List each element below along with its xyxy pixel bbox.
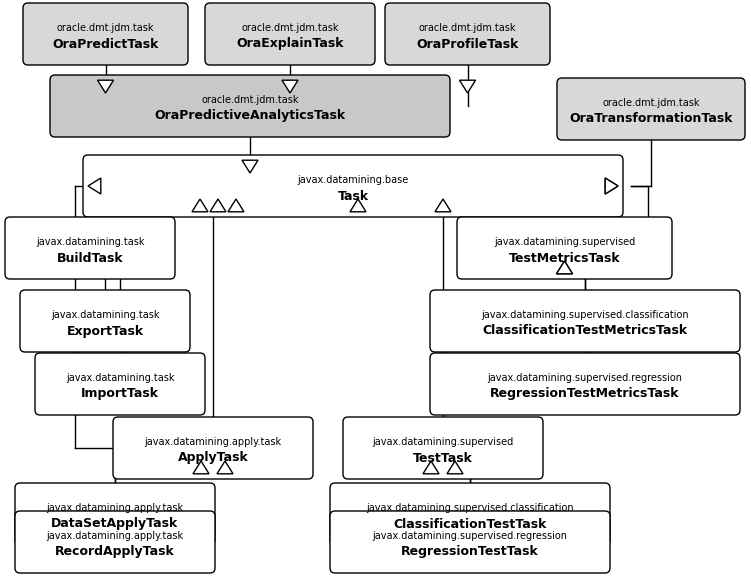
Text: ClassificationTestMetricsTask: ClassificationTestMetricsTask <box>482 324 688 338</box>
Text: DataSetApplyTask: DataSetApplyTask <box>51 518 179 530</box>
FancyBboxPatch shape <box>35 353 205 415</box>
FancyBboxPatch shape <box>15 511 215 573</box>
Text: javax.datamining.task: javax.datamining.task <box>36 237 144 247</box>
Text: OraExplainTask: OraExplainTask <box>237 38 344 50</box>
Text: javax.datamining.apply.task: javax.datamining.apply.task <box>47 531 183 541</box>
Text: javax.datamining.supervised.classification: javax.datamining.supervised.classificati… <box>366 503 574 513</box>
Polygon shape <box>98 80 113 93</box>
Polygon shape <box>435 199 451 212</box>
Polygon shape <box>556 261 572 274</box>
Text: RegressionTestMetricsTask: RegressionTestMetricsTask <box>490 387 680 401</box>
Text: oracle.dmt.jdm.task: oracle.dmt.jdm.task <box>419 23 516 33</box>
Text: javax.datamining.supervised: javax.datamining.supervised <box>494 237 635 247</box>
FancyBboxPatch shape <box>343 417 543 479</box>
Text: OraPredictiveAnalyticsTask: OraPredictiveAnalyticsTask <box>155 109 345 123</box>
Text: OraProfileTask: OraProfileTask <box>416 38 519 50</box>
Polygon shape <box>460 80 475 93</box>
FancyBboxPatch shape <box>330 483 610 545</box>
Text: TestMetricsTask: TestMetricsTask <box>508 251 620 265</box>
Polygon shape <box>192 199 208 212</box>
Polygon shape <box>193 461 209 474</box>
Polygon shape <box>88 178 101 194</box>
Text: javax.datamining.supervised: javax.datamining.supervised <box>372 437 514 447</box>
FancyBboxPatch shape <box>50 75 450 137</box>
Polygon shape <box>605 178 618 194</box>
Polygon shape <box>217 461 233 474</box>
Text: javax.datamining.task: javax.datamining.task <box>51 310 159 320</box>
FancyBboxPatch shape <box>330 511 610 573</box>
Text: Task: Task <box>337 189 369 203</box>
Text: oracle.dmt.jdm.task: oracle.dmt.jdm.task <box>201 95 299 105</box>
FancyBboxPatch shape <box>430 290 740 352</box>
FancyBboxPatch shape <box>457 217 672 279</box>
Polygon shape <box>282 80 298 93</box>
Text: OraTransformationTask: OraTransformationTask <box>569 112 733 126</box>
Text: ClassificationTestTask: ClassificationTestTask <box>394 518 547 530</box>
Text: OraPredictTask: OraPredictTask <box>53 38 158 50</box>
Text: RecordApplyTask: RecordApplyTask <box>55 545 175 559</box>
Polygon shape <box>605 178 618 194</box>
Text: javax.datamining.supervised.regression: javax.datamining.supervised.regression <box>372 531 568 541</box>
FancyBboxPatch shape <box>5 217 175 279</box>
Polygon shape <box>423 461 439 474</box>
Text: javax.datamining.task: javax.datamining.task <box>66 373 174 383</box>
Polygon shape <box>242 160 258 173</box>
Text: oracle.dmt.jdm.task: oracle.dmt.jdm.task <box>241 23 339 33</box>
FancyBboxPatch shape <box>557 78 745 140</box>
Text: BuildTask: BuildTask <box>56 251 123 265</box>
FancyBboxPatch shape <box>20 290 190 352</box>
Text: ImportTask: ImportTask <box>81 387 159 401</box>
FancyBboxPatch shape <box>430 353 740 415</box>
Text: javax.datamining.base: javax.datamining.base <box>297 175 409 185</box>
Polygon shape <box>228 199 244 212</box>
FancyBboxPatch shape <box>385 3 550 65</box>
Polygon shape <box>447 461 463 474</box>
Polygon shape <box>556 261 572 274</box>
Text: ApplyTask: ApplyTask <box>178 452 249 464</box>
FancyBboxPatch shape <box>83 155 623 217</box>
FancyBboxPatch shape <box>15 483 215 545</box>
Text: ExportTask: ExportTask <box>66 324 143 338</box>
Text: javax.datamining.apply.task: javax.datamining.apply.task <box>144 437 282 447</box>
Polygon shape <box>350 199 366 212</box>
FancyBboxPatch shape <box>23 3 188 65</box>
Text: RegressionTestTask: RegressionTestTask <box>401 545 539 559</box>
FancyBboxPatch shape <box>113 417 313 479</box>
Text: javax.datamining.apply.task: javax.datamining.apply.task <box>47 503 183 513</box>
Text: javax.datamining.supervised.regression: javax.datamining.supervised.regression <box>487 373 683 383</box>
FancyBboxPatch shape <box>205 3 375 65</box>
Text: TestTask: TestTask <box>413 452 473 464</box>
Text: oracle.dmt.jdm.task: oracle.dmt.jdm.task <box>602 98 700 108</box>
Polygon shape <box>210 199 226 212</box>
Text: javax.datamining.supervised.classification: javax.datamining.supervised.classificati… <box>481 310 689 320</box>
Text: oracle.dmt.jdm.task: oracle.dmt.jdm.task <box>57 23 154 33</box>
